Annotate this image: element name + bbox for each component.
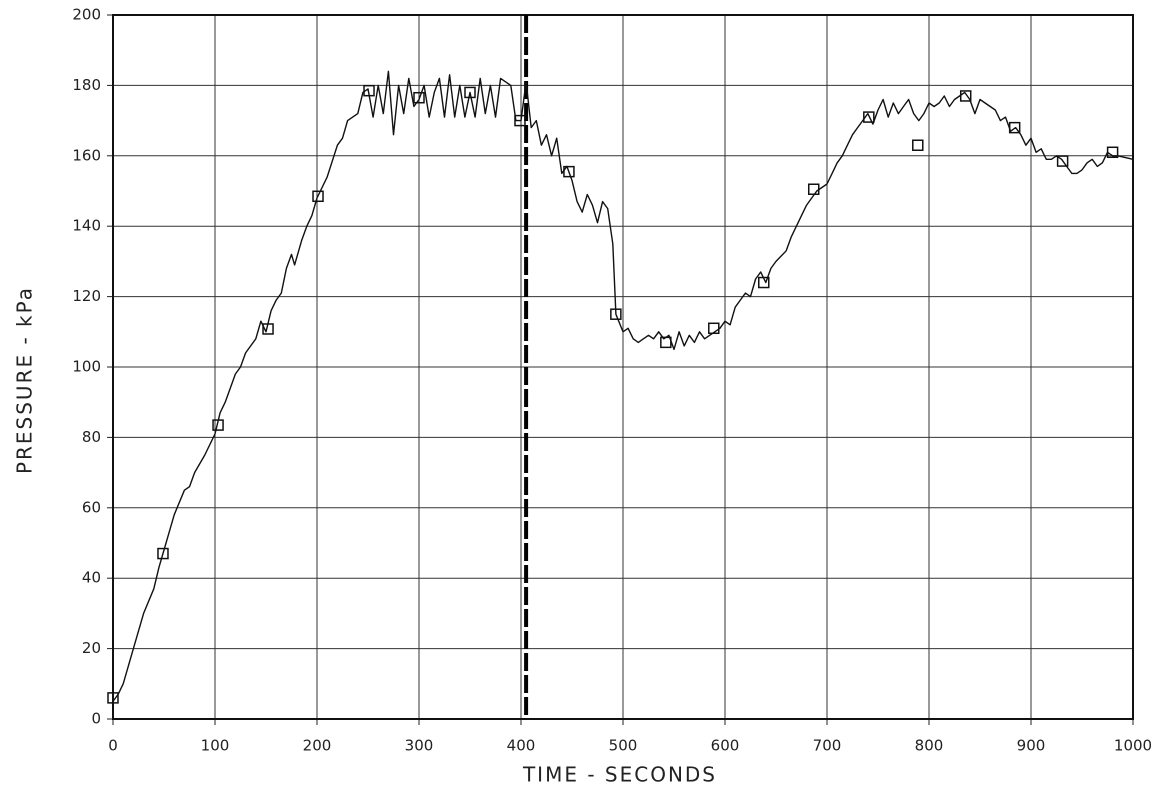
data-marker [157,547,169,560]
y-tick-label: 200 [72,6,101,24]
data-marker [464,86,476,99]
data-marker [758,276,770,289]
y-tick-label: 20 [82,639,101,657]
y-tick-label: 0 [91,710,101,728]
data-marker [807,183,820,195]
y-axis-title: PRESSURE - kPa [13,286,37,474]
y-tick-label: 80 [82,428,101,446]
y-tick-label: 140 [72,217,101,235]
x-tick-label: 300 [405,737,434,755]
x-tick-label: 800 [915,737,944,755]
x-tick-label: 1000 [1114,737,1152,755]
x-tick-label: 400 [507,737,536,755]
y-tick-label: 100 [72,358,101,376]
data-marker [1106,146,1119,159]
y-tick-label: 60 [82,498,101,516]
data-marker [912,139,924,151]
y-tick-label: 40 [82,569,101,587]
x-axis-title: TIME - SECONDS [522,763,717,787]
data-marker [413,91,425,104]
plot-frame [112,14,1134,720]
y-tick-label: 120 [72,287,101,305]
data-marker [863,111,875,123]
x-tick-label: 0 [108,737,118,755]
data-marker [363,84,375,97]
y-tick-label: 180 [72,76,101,94]
data-marker [708,322,720,335]
data-marker [212,419,224,431]
y-tick-label: 160 [72,146,101,164]
data-line [112,70,1134,702]
data-marker [563,165,575,178]
data-marker [1056,155,1069,167]
x-tick-label: 200 [303,737,332,755]
data-marker [1008,121,1021,134]
data-marker [262,323,274,335]
x-tick-label: 100 [201,737,230,755]
data-marker [959,90,972,102]
data-marker [660,336,672,349]
x-tick-label: 500 [609,737,638,755]
data-marker [107,692,119,704]
data-marker [610,308,622,320]
x-tick-label: 900 [1017,737,1046,755]
x-tick-label: 700 [813,737,842,755]
data-marker [514,114,526,127]
x-tick-label: 600 [711,737,740,755]
data-marker [312,190,324,203]
